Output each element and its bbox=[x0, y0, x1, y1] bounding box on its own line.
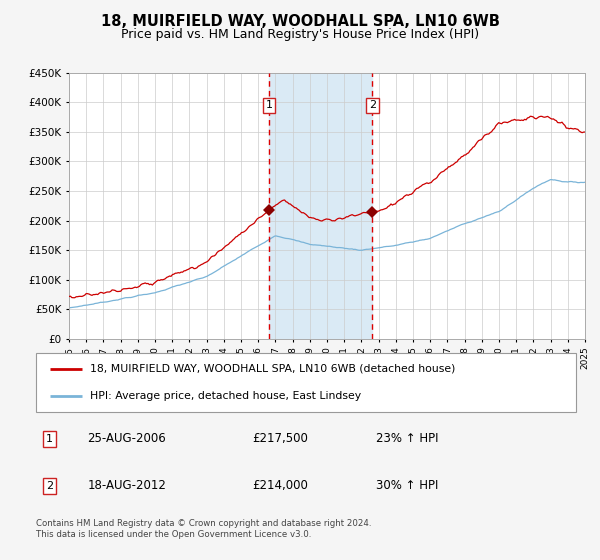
Text: 2: 2 bbox=[46, 481, 53, 491]
Text: 1: 1 bbox=[266, 100, 272, 110]
Text: 1: 1 bbox=[46, 434, 53, 444]
Text: 18, MUIRFIELD WAY, WOODHALL SPA, LN10 6WB: 18, MUIRFIELD WAY, WOODHALL SPA, LN10 6W… bbox=[101, 14, 499, 29]
Text: 2: 2 bbox=[368, 100, 376, 110]
Text: £214,000: £214,000 bbox=[252, 479, 308, 492]
Bar bbox=[269, 73, 372, 339]
FancyBboxPatch shape bbox=[36, 353, 576, 412]
Text: HPI: Average price, detached house, East Lindsey: HPI: Average price, detached house, East… bbox=[90, 391, 361, 401]
Text: 25-AUG-2006: 25-AUG-2006 bbox=[88, 432, 166, 445]
Text: Price paid vs. HM Land Registry's House Price Index (HPI): Price paid vs. HM Land Registry's House … bbox=[121, 28, 479, 41]
Text: 18, MUIRFIELD WAY, WOODHALL SPA, LN10 6WB (detached house): 18, MUIRFIELD WAY, WOODHALL SPA, LN10 6W… bbox=[90, 363, 455, 374]
Text: 23% ↑ HPI: 23% ↑ HPI bbox=[376, 432, 439, 445]
Text: Contains HM Land Registry data © Crown copyright and database right 2024.
This d: Contains HM Land Registry data © Crown c… bbox=[36, 519, 371, 539]
Text: 30% ↑ HPI: 30% ↑ HPI bbox=[376, 479, 439, 492]
Text: £217,500: £217,500 bbox=[252, 432, 308, 445]
Text: 18-AUG-2012: 18-AUG-2012 bbox=[88, 479, 166, 492]
